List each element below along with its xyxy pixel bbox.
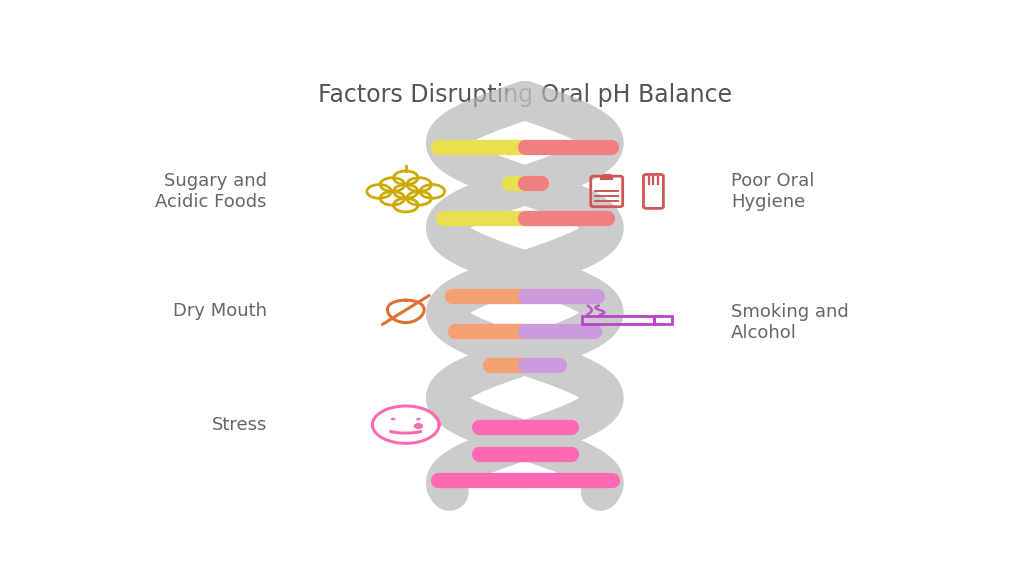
Text: Poor Oral
Hygiene: Poor Oral Hygiene [731,172,814,211]
Text: Smoking and
Alcohol: Smoking and Alcohol [731,303,849,342]
Circle shape [391,418,395,421]
Text: Dry Mouth: Dry Mouth [173,302,267,320]
Text: Factors Disrupting Oral pH Balance: Factors Disrupting Oral pH Balance [317,83,732,107]
Text: Sugary and
Acidic Foods: Sugary and Acidic Foods [156,172,267,211]
Text: Stress: Stress [212,415,267,434]
Circle shape [416,418,421,421]
